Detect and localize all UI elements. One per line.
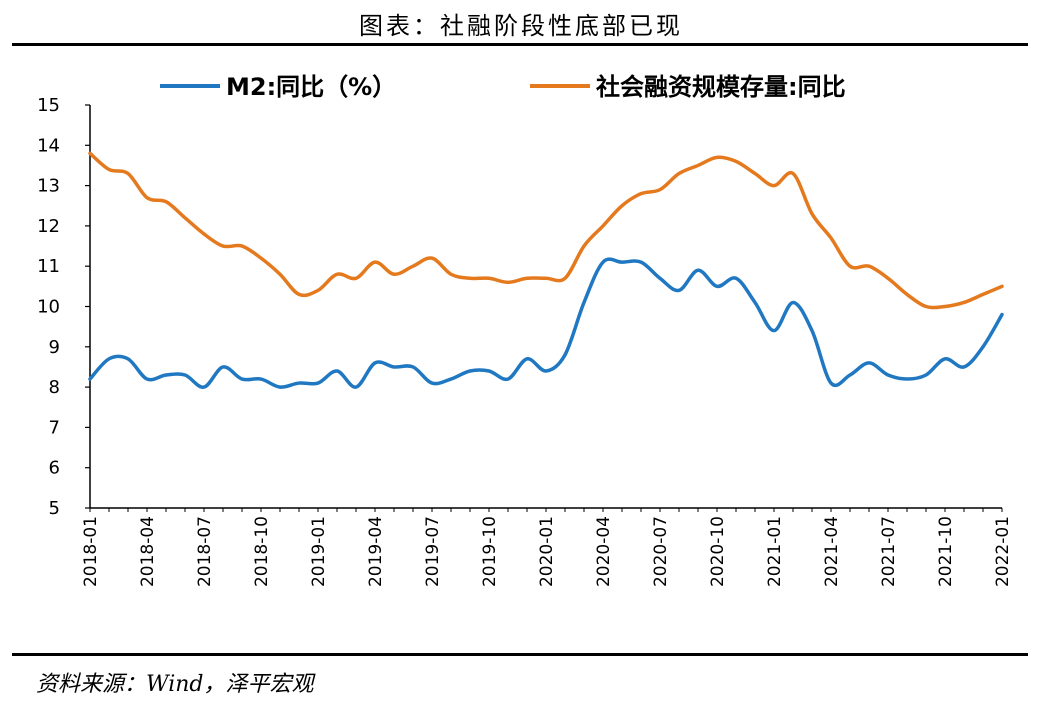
x-tick-label: 2018-04 <box>138 516 158 587</box>
y-tick-label: 5 <box>49 498 60 519</box>
y-tick-label: 7 <box>49 417 60 438</box>
source-note: 资料来源：Wind，泽平宏观 <box>36 672 314 697</box>
axes: 5 6 7 8 9 10 11 12 13 14 15 2018-01 2018-04 2018-07 20… <box>37 95 1013 587</box>
x-tick-label: 2022-01 <box>993 516 1013 587</box>
y-tick-label: 6 <box>49 458 60 479</box>
x-tick-label: 2018-01 <box>81 516 101 587</box>
x-tick-label: 2021-04 <box>822 516 842 587</box>
legend-social-financing-label: 社会融资规模存量:同比 <box>596 73 846 101</box>
legend-m2-label: M2:同比（%） <box>226 73 396 101</box>
y-tick-label: 10 <box>37 297 60 318</box>
legend: M2:同比（%） 社会融资规模存量:同比 <box>160 73 846 101</box>
x-tick-label: 2021-01 <box>765 516 785 587</box>
top-rule <box>12 43 1028 46</box>
x-tick-label: 2019-07 <box>423 516 443 587</box>
x-tick-label: 2018-07 <box>195 516 215 587</box>
social-financing-yoy-line <box>88 151 1004 310</box>
x-tick-label: 2020-04 <box>594 516 614 587</box>
y-tick-label: 13 <box>37 176 60 197</box>
x-tick-label: 2021-10 <box>936 516 956 587</box>
bottom-rule <box>12 653 1028 656</box>
chart-title: 图表：社融阶段性底部已现 <box>359 12 683 40</box>
x-tick-label: 2020-07 <box>651 516 671 587</box>
y-tick-label: 8 <box>49 377 60 398</box>
x-tick-label: 2019-10 <box>480 516 500 587</box>
y-tick-label: 15 <box>37 95 60 116</box>
y-tick-label: 12 <box>37 216 60 237</box>
y-tick-label: 9 <box>49 337 60 358</box>
x-tick-label: 2020-01 <box>537 516 557 587</box>
m2-yoy-line <box>88 257 1004 389</box>
x-tick-label: 2021-07 <box>879 516 899 587</box>
y-tick-label: 14 <box>37 135 60 156</box>
x-tick-label: 2019-01 <box>309 516 329 587</box>
y-tick-label: 11 <box>37 256 60 277</box>
x-tick-label: 2018-10 <box>252 516 272 587</box>
x-tick-label: 2019-04 <box>366 516 386 587</box>
x-tick-label: 2020-10 <box>708 516 728 587</box>
series-lines <box>88 151 1004 389</box>
